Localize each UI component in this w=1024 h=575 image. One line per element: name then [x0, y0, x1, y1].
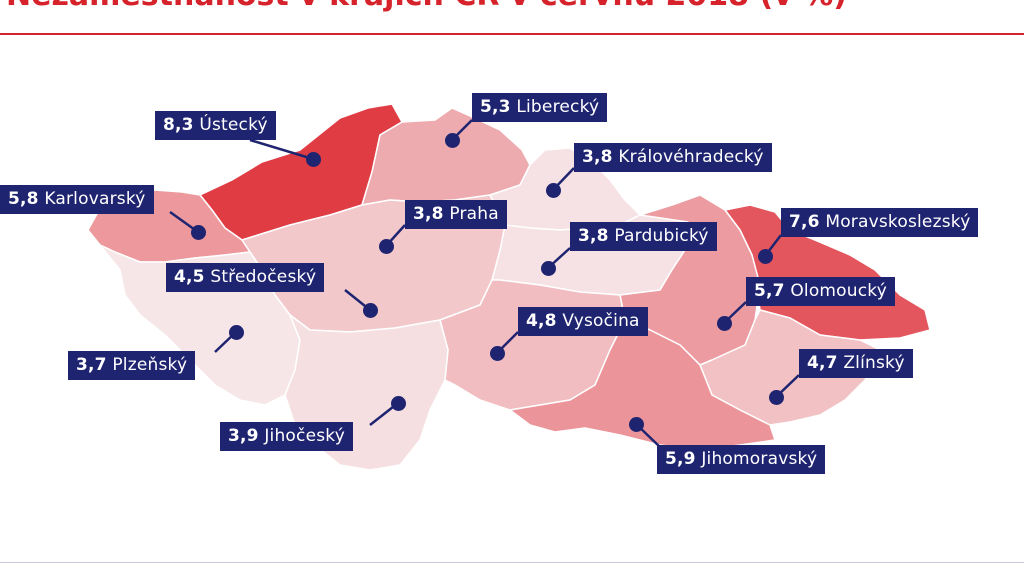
region-value: 4,5: [174, 267, 205, 287]
region-marker-stredocesky: [363, 303, 378, 318]
region-marker-karlovarsky: [191, 225, 206, 240]
region-name: Plzeňský: [106, 355, 188, 375]
region-label-jihomoravsky: 5,9 Jihomoravský: [657, 445, 826, 474]
region-name: Jihočeský: [258, 426, 345, 446]
region-name: Olomoucký: [784, 281, 888, 301]
region-value: 3,9: [228, 426, 259, 446]
region-name: Středočeský: [204, 267, 317, 287]
region-label-jihocesky: 3,9 Jihočeský: [220, 422, 353, 451]
region-label-ustecky: 8,3 Ústecký: [155, 111, 276, 140]
region-label-praha: 3,8 Praha: [405, 200, 507, 229]
region-label-kralovehradecky: 3,8 Královéhradecký: [574, 143, 772, 172]
region-marker-vysocina: [490, 346, 505, 361]
region-name: Jihomoravský: [695, 449, 818, 469]
region-marker-zlinsky: [769, 390, 784, 405]
region-label-olomoucky: 5,7 Olomoucký: [746, 277, 896, 306]
region-name: Pardubický: [608, 226, 709, 246]
region-name: Praha: [443, 204, 499, 224]
region-jihomoravsky: [509, 319, 776, 451]
region-name: Ústecký: [193, 115, 268, 135]
title-divider: [0, 33, 1024, 35]
region-value: 5,9: [665, 449, 696, 469]
page-title: Nezaměstnanost v krajích ČR v červnu 201…: [6, 0, 847, 13]
region-label-zlinsky: 4,7 Zlínský: [799, 349, 913, 378]
region-marker-ustecky: [306, 152, 321, 167]
region-name: Liberecký: [510, 97, 600, 117]
region-value: 3,8: [578, 226, 609, 246]
region-value: 3,7: [76, 355, 107, 375]
region-label-stredocesky: 4,5 Středočeský: [166, 263, 325, 292]
bottom-divider: [0, 562, 1024, 563]
region-value: 7,6: [789, 212, 820, 232]
region-label-pardubicky: 3,8 Pardubický: [570, 222, 717, 251]
region-value: 5,3: [480, 97, 511, 117]
region-marker-pardubicky: [541, 261, 556, 276]
region-value: 8,3: [163, 115, 194, 135]
region-value: 3,8: [413, 204, 444, 224]
region-value: 5,8: [8, 189, 39, 209]
region-label-liberecky: 5,3 Liberecký: [472, 93, 608, 122]
region-name: Královéhradecký: [612, 147, 764, 167]
region-marker-praha: [379, 239, 394, 254]
region-label-vysocina: 4,8 Vysočina: [518, 307, 648, 336]
region-marker-olomoucky: [717, 316, 732, 331]
region-label-plzensky: 3,7 Plzeňský: [68, 351, 196, 380]
region-value: 3,8: [582, 147, 613, 167]
region-label-moravskoslezsky: 7,6 Moravskoslezský: [781, 208, 979, 237]
region-marker-kralovehradecky: [546, 183, 561, 198]
region-marker-plzensky: [229, 325, 244, 340]
region-marker-moravskoslezsky: [758, 249, 773, 264]
region-marker-liberecky: [445, 133, 460, 148]
region-marker-jihocesky: [391, 396, 406, 411]
region-name: Karlovarský: [38, 189, 146, 209]
region-label-karlovarsky: 5,8 Karlovarský: [0, 185, 154, 214]
region-value: 4,7: [807, 353, 838, 373]
region-value: 5,7: [754, 281, 785, 301]
region-marker-jihomoravsky: [629, 417, 644, 432]
region-value: 4,8: [526, 311, 557, 331]
region-name: Vysočina: [556, 311, 640, 331]
leader-line-ustecky: [249, 138, 314, 161]
region-name: Zlínský: [837, 353, 905, 373]
region-name: Moravskoslezský: [819, 212, 971, 232]
